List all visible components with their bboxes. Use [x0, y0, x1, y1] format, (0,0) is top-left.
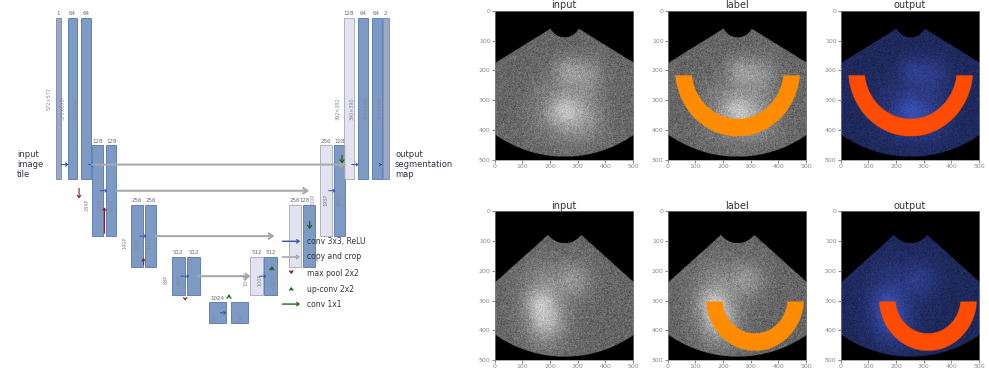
Text: 30P: 30P — [238, 313, 243, 322]
Text: 256: 256 — [145, 198, 156, 203]
Text: 1024: 1024 — [211, 296, 225, 301]
Text: 256: 256 — [290, 198, 301, 203]
Bar — [106, 145, 117, 236]
Title: label: label — [725, 0, 749, 10]
Title: output: output — [894, 201, 926, 211]
Bar — [320, 145, 331, 236]
Bar — [289, 205, 301, 267]
Title: input: input — [551, 201, 577, 211]
Text: 256: 256 — [132, 198, 142, 203]
Text: 138P: 138P — [135, 237, 140, 249]
Bar — [187, 257, 200, 295]
Title: label: label — [725, 201, 749, 211]
Text: up-conv 2x2: up-conv 2x2 — [308, 285, 354, 293]
Bar — [372, 18, 382, 178]
Text: 512: 512 — [251, 250, 262, 255]
Bar — [334, 145, 345, 236]
Bar — [264, 257, 277, 295]
Text: 128: 128 — [334, 139, 345, 144]
Text: 64: 64 — [82, 11, 89, 16]
Text: 390×390: 390×390 — [350, 98, 355, 120]
Bar — [383, 18, 389, 178]
Bar — [358, 18, 368, 178]
Text: output
segmentation
map: output segmentation map — [395, 150, 453, 180]
Text: 256: 256 — [320, 139, 331, 144]
Bar — [250, 257, 263, 295]
Text: 388×388: 388×388 — [364, 97, 369, 120]
Text: 392×392: 392×392 — [336, 98, 341, 120]
Bar — [81, 18, 91, 178]
Text: 2: 2 — [384, 11, 388, 16]
Text: 28P: 28P — [213, 313, 218, 322]
Bar — [92, 145, 103, 236]
Bar — [209, 302, 226, 323]
Text: 200P: 200P — [311, 193, 315, 206]
Bar — [230, 302, 248, 323]
Title: input: input — [551, 0, 577, 10]
Text: 100P: 100P — [272, 273, 277, 286]
Text: 512: 512 — [173, 250, 184, 255]
Text: 128: 128 — [92, 139, 103, 144]
Bar — [56, 18, 60, 178]
Text: 100P: 100P — [258, 273, 263, 286]
Text: 570×570: 570×570 — [60, 97, 65, 120]
Text: 512: 512 — [188, 250, 199, 255]
Text: 280P: 280P — [110, 198, 115, 211]
Bar — [131, 205, 142, 267]
Text: 128: 128 — [343, 11, 354, 16]
Text: 68P: 68P — [163, 275, 168, 284]
Text: 66P: 66P — [176, 275, 181, 284]
Text: 572×572: 572×572 — [46, 87, 51, 110]
Text: 64: 64 — [373, 11, 380, 16]
Bar — [303, 205, 315, 267]
Text: copy and crop: copy and crop — [308, 253, 362, 262]
Text: 140P: 140P — [123, 237, 128, 249]
Text: 64: 64 — [359, 11, 366, 16]
Text: max pool 2x2: max pool 2x2 — [308, 269, 359, 278]
Text: 104P: 104P — [244, 273, 249, 286]
Text: 284P: 284P — [84, 198, 89, 211]
Text: 198P: 198P — [323, 193, 328, 206]
Text: 282P: 282P — [97, 198, 102, 211]
Text: 64: 64 — [68, 11, 76, 16]
Bar — [144, 205, 156, 267]
Bar — [67, 18, 77, 178]
Bar — [344, 18, 354, 178]
Text: 136P: 136P — [148, 237, 153, 249]
Text: input
image
tile: input image tile — [17, 150, 44, 180]
Text: conv 3x3, ReLU: conv 3x3, ReLU — [308, 237, 366, 246]
Text: 512: 512 — [265, 250, 276, 255]
Title: output: output — [894, 0, 926, 10]
Text: 128: 128 — [106, 139, 117, 144]
Text: 196P: 196P — [336, 193, 341, 206]
Text: 568×568: 568×568 — [74, 97, 79, 120]
Bar — [172, 257, 185, 295]
Text: 1: 1 — [56, 11, 60, 16]
Text: 388×388: 388×388 — [378, 97, 383, 120]
Text: conv 1x1: conv 1x1 — [308, 299, 342, 309]
Text: 128: 128 — [299, 198, 310, 203]
